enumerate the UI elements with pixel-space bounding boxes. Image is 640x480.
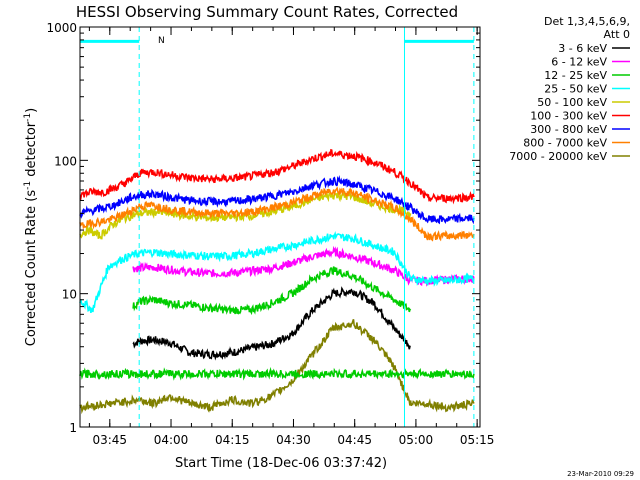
timestamp: 23-Mar-2010 09:29	[567, 470, 634, 478]
legend-label: 100 - 300 keV	[530, 110, 607, 123]
y-tick-label: 1	[69, 421, 77, 435]
legend-label: 50 - 100 keV	[537, 96, 607, 109]
y-axis-label-mid: detector	[24, 121, 39, 181]
x-tick-label: 04:30	[276, 433, 311, 447]
x-tick-label: 04:00	[154, 433, 189, 447]
legend-label: 6 - 12 keV	[551, 56, 607, 69]
legend-label: 800 - 7000 keV	[523, 137, 607, 150]
plot-frame	[80, 27, 480, 427]
x-tick-label: 03:45	[92, 433, 127, 447]
legend-label: 25 - 50 keV	[544, 83, 607, 96]
x-tick-label: 04:45	[337, 433, 372, 447]
y-axis-label: Corrected Count Rate (s-1 detector-1)	[23, 108, 39, 346]
legend-header-line1: Det 1,3,4,5,6,9,	[544, 15, 630, 28]
x-tick-label: 04:15	[215, 433, 250, 447]
legend-label: 7000 - 20000 keV	[509, 150, 607, 163]
series-line-0	[133, 289, 411, 359]
y-tick-label: 10	[62, 288, 77, 302]
legend-header-line2: Att 0	[604, 28, 630, 41]
series-line-2	[133, 267, 411, 315]
y-axis-label-main: Corrected Count Rate (s	[24, 190, 39, 347]
y-axis-label-end: )	[24, 108, 39, 113]
y-tick-label: 100	[54, 154, 77, 168]
legend-label: 12 - 25 keV	[544, 69, 607, 82]
saa-label: N	[158, 36, 165, 46]
x-axis-label: Start Time (18-Dec-06 03:37:42)	[175, 456, 387, 471]
y-tick-label: 1000	[46, 21, 77, 35]
x-tick-label: 05:15	[460, 433, 495, 447]
x-tick-label: 05:00	[399, 433, 434, 447]
y-axis-label-sup1: -1	[23, 181, 33, 190]
chart-title: HESSI Observing Summary Count Rates, Cor…	[76, 3, 458, 21]
legend-label: 300 - 800 keV	[530, 123, 607, 136]
y-axis-label-sup2: -1	[23, 113, 33, 122]
plot-area: N	[80, 27, 480, 427]
legend-label: 3 - 6 keV	[558, 42, 607, 55]
